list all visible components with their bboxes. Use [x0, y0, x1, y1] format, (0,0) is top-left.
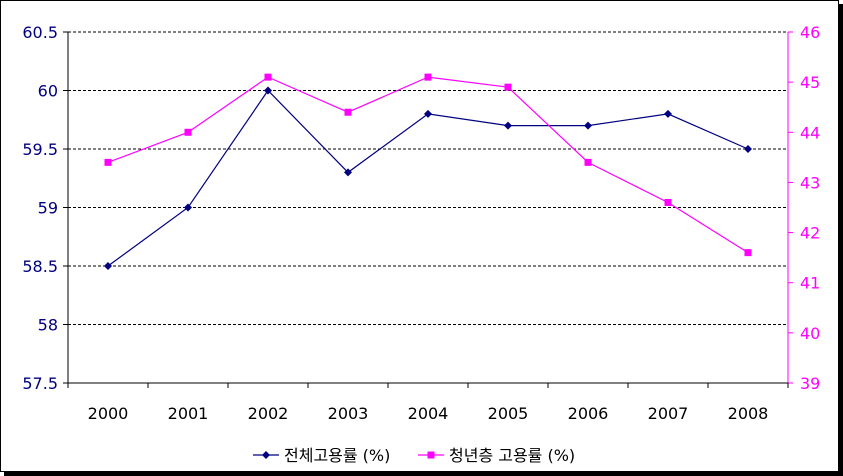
point-marker [344, 108, 352, 116]
y-right-tick-label: 42 [800, 224, 820, 243]
y-left-tick-label: 60.5 [22, 23, 58, 42]
point-marker [427, 451, 435, 459]
x-tick-label: 2006 [568, 404, 609, 423]
point-marker [424, 73, 432, 81]
point-marker [424, 109, 432, 118]
x-tick-label: 2000 [88, 404, 129, 423]
y-right-tick-label: 44 [800, 123, 820, 142]
y-right-tick-label: 41 [800, 274, 820, 293]
point-marker [264, 73, 272, 81]
point-marker [344, 168, 352, 177]
legend-item: 전체고용률 (%) [253, 446, 390, 465]
point-marker [264, 86, 272, 95]
y-left-tick-label: 60 [38, 82, 58, 101]
point-marker [584, 158, 592, 166]
y-left-tick-label: 58.5 [22, 257, 58, 276]
x-tick-label: 2001 [168, 404, 209, 423]
point-marker [104, 262, 112, 270]
point-marker [744, 249, 752, 257]
legend-item: 청년층 고용률 (%) [418, 446, 575, 465]
y-right-tick-label: 43 [800, 173, 820, 192]
axes: 57.5 58 58.5 59 59.5 60 60.5 39 40 41 42 43 44 45 46 20… [22, 23, 820, 423]
y-left-tick-label: 59 [38, 199, 58, 218]
y-left-tick-label: 58 [38, 316, 58, 335]
point-marker [744, 145, 752, 153]
x-tick-label: 2008 [728, 404, 769, 423]
series-line [107, 76, 749, 254]
point-marker [262, 451, 270, 459]
y-left-tick-label: 59.5 [22, 140, 58, 159]
x-tick-label: 2002 [248, 404, 289, 423]
y-right-tick-label: 45 [800, 73, 820, 92]
y-right-tick-label: 46 [800, 23, 820, 42]
legend-label: 청년층 고용률 (%) [449, 446, 575, 465]
legend-label: 전체고용률 (%) [284, 446, 390, 465]
y-left-tick-label: 57.5 [22, 374, 58, 393]
y-right-tick-label: 40 [800, 324, 820, 343]
series [104, 73, 752, 270]
x-tick-label: 2005 [488, 404, 529, 423]
x-tick-label: 2003 [328, 404, 369, 423]
series-youth-employment [104, 73, 752, 257]
point-marker [504, 121, 512, 130]
point-marker [504, 83, 512, 91]
series-total-employment [104, 86, 752, 270]
point-marker [584, 121, 592, 130]
point-marker [664, 109, 672, 118]
point-marker [104, 158, 112, 166]
legend: 전체고용률 (%) 청년층 고용률 (%) [253, 446, 575, 465]
x-tick-label: 2004 [408, 404, 449, 423]
point-marker [184, 128, 192, 136]
point-marker [664, 198, 672, 206]
point-marker [184, 203, 192, 212]
y-right-tick-label: 39 [800, 374, 820, 393]
x-tick-label: 2007 [648, 404, 689, 423]
